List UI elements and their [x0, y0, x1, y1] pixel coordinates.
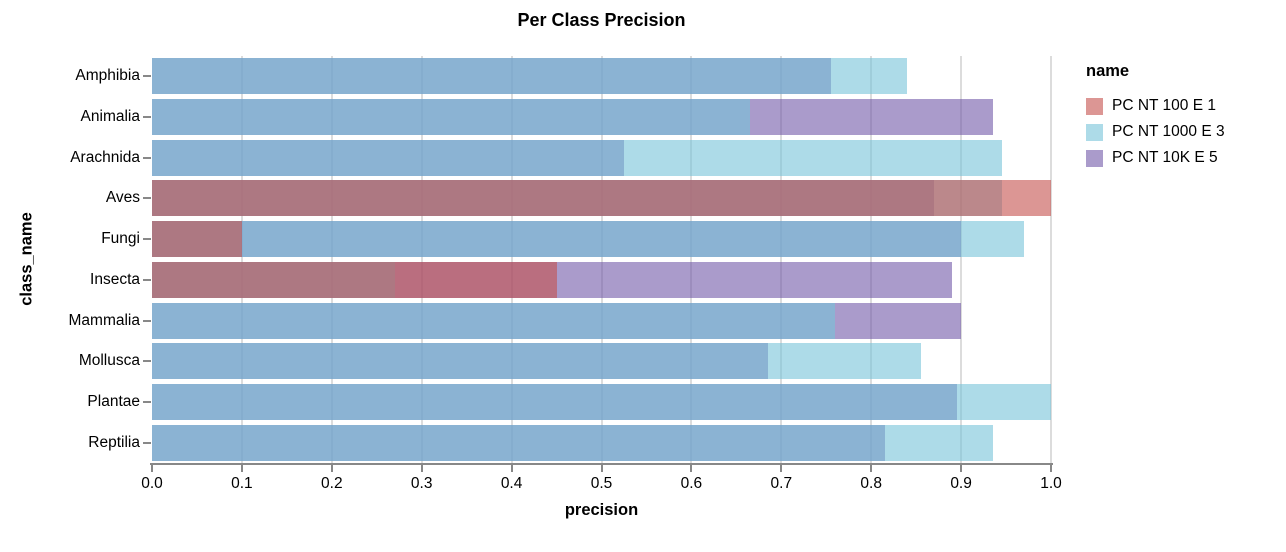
bar-row-mammalia: [152, 300, 1051, 341]
gridline: [1050, 56, 1052, 463]
legend-title: name: [1086, 62, 1130, 80]
y-tick: [143, 238, 151, 241]
y-axis-label-amphibia: Amphibia: [75, 67, 140, 85]
legend-item: PC NT 10K E 5: [1086, 146, 1218, 172]
y-tick: [143, 156, 151, 159]
x-tick: [1050, 465, 1052, 472]
x-tick-label: 0.4: [500, 475, 523, 492]
x-tick: [780, 465, 783, 472]
legend-item: PC NT 100 E 1: [1086, 94, 1216, 120]
y-tick: [143, 116, 151, 119]
y-axis-label-plantae: Plantae: [87, 392, 140, 410]
y-axis-label-arachnida: Arachnida: [70, 148, 140, 166]
y-tick: [143, 400, 151, 403]
x-tick-label: 0.9: [950, 475, 972, 492]
x-tick-label: 0.2: [321, 475, 343, 492]
x-tick-label: 0.1: [231, 475, 253, 492]
x-axis-title: precision: [564, 501, 639, 519]
bar-row-arachnida: [152, 137, 1051, 178]
gridline: [240, 56, 243, 463]
x-tick-label: 0.5: [590, 475, 613, 492]
y-axis-label-reptilia: Reptilia: [88, 433, 140, 451]
bar-pc-nt-1000-e-3: [152, 383, 1051, 420]
x-tick-label: 0.6: [680, 475, 703, 492]
bar-pc-nt-100-e-1: [152, 180, 1051, 217]
bar-row-mollusca: [152, 341, 1051, 382]
bar-row-animalia: [152, 97, 1051, 138]
y-tick: [143, 278, 151, 281]
bar-row-plantae: [152, 382, 1051, 423]
legend-label: PC NT 1000 E 3: [1112, 123, 1225, 140]
y-axis-title: class_name: [17, 212, 36, 306]
gridline: [600, 56, 603, 463]
x-tick-label: 0.8: [860, 475, 882, 492]
y-axis-label-mammalia: Mammalia: [68, 311, 140, 329]
x-tick: [510, 465, 513, 472]
gridline: [690, 56, 693, 463]
x-tick: [240, 465, 243, 472]
x-tick: [330, 465, 333, 472]
legend-label: PC NT 100 E 1: [1112, 97, 1216, 114]
legend: name PC NT 100 E 1 PC NT 1000 E 3 PC NT 10…: [1086, 62, 1225, 172]
bar-row-insecta: [152, 260, 1051, 301]
bar-pc-nt-1000-e-3: [152, 343, 921, 380]
bar-row-amphibia: [152, 56, 1051, 97]
y-axis-label-animalia: Animalia: [80, 108, 140, 126]
legend-swatch: [1086, 150, 1103, 167]
y-axis-label-aves: Aves: [105, 189, 140, 207]
bar-pc-nt-1000-e-3: [152, 99, 750, 136]
x-tick: [600, 465, 603, 472]
x-tick: [870, 465, 873, 472]
legend-item: PC NT 1000 E 3: [1086, 120, 1225, 146]
y-tick: [143, 319, 151, 322]
bar-pc-nt-1000-e-3: [152, 302, 836, 339]
x-tick-label: 0.0: [141, 475, 163, 492]
x-tick-label: 0.7: [770, 475, 793, 492]
bar-pc-nt-1000-e-3: [152, 139, 1002, 176]
gridline: [330, 56, 333, 463]
y-axis-label-insecta: Insecta: [90, 270, 140, 288]
chart-title: Per Class Precision: [517, 10, 686, 30]
x-tick-label: 0.3: [410, 475, 433, 492]
y-tick: [143, 441, 151, 444]
gridline: [420, 56, 423, 463]
x-tick: [960, 465, 963, 472]
x-tick: [420, 465, 423, 472]
y-tick: [143, 360, 151, 363]
legend-swatch: [1086, 98, 1103, 115]
bar-row-reptilia: [152, 422, 1051, 463]
x-tick: [690, 465, 693, 472]
x-tick: [151, 465, 153, 472]
bar-pc-nt-1000-e-3: [152, 58, 908, 95]
bar-row-fungi: [152, 219, 1051, 260]
bar-pc-nt-100-e-1: [152, 221, 242, 258]
bar-pc-nt-1000-e-3: [152, 424, 993, 461]
bar-row-aves: [152, 178, 1051, 219]
legend-label: PC NT 10K E 5: [1112, 149, 1218, 166]
x-axis-line: [150, 463, 1053, 465]
y-tick: [143, 75, 151, 78]
x-tick-label: 1.0: [1040, 475, 1062, 492]
gridline: [780, 56, 783, 463]
y-axis-label-mollusca: Mollusca: [78, 352, 140, 370]
bar-pc-nt-1000-e-3: [152, 221, 1025, 258]
legend-items: PC NT 100 E 1 PC NT 1000 E 3 PC NT 10K E 5: [1086, 94, 1225, 172]
gridline: [510, 56, 513, 463]
bar-pc-nt-100-e-1: [152, 261, 557, 298]
y-axis-label-fungi: Fungi: [101, 230, 140, 248]
y-tick: [143, 197, 151, 200]
gridline: [960, 56, 963, 463]
gridline: [870, 56, 873, 463]
legend-swatch: [1086, 124, 1103, 141]
plot-area: [152, 56, 1052, 463]
